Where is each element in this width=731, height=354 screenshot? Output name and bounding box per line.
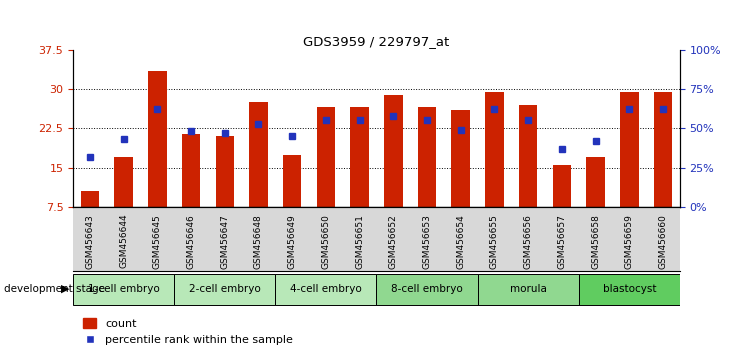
Bar — [249, 102, 268, 207]
Bar — [654, 92, 673, 207]
Text: blastocyst: blastocyst — [602, 284, 656, 294]
Text: GSM456654: GSM456654 — [456, 214, 465, 269]
Bar — [579, 274, 680, 304]
Bar — [553, 165, 571, 207]
Bar — [519, 105, 537, 207]
Bar — [620, 92, 639, 207]
Bar — [376, 274, 477, 304]
Title: GDS3959 / 229797_at: GDS3959 / 229797_at — [303, 35, 450, 48]
Text: GSM456644: GSM456644 — [119, 214, 128, 268]
Bar — [452, 110, 470, 207]
Bar — [276, 274, 376, 304]
Bar — [114, 157, 133, 207]
Text: morula: morula — [510, 284, 547, 294]
Bar — [586, 157, 605, 207]
Text: GSM456656: GSM456656 — [523, 214, 533, 269]
Text: GSM456660: GSM456660 — [659, 214, 667, 269]
Bar — [477, 274, 579, 304]
Text: GSM456645: GSM456645 — [153, 214, 162, 269]
Text: GSM456659: GSM456659 — [625, 214, 634, 269]
Text: GSM456658: GSM456658 — [591, 214, 600, 269]
Text: GSM456651: GSM456651 — [355, 214, 364, 269]
Bar — [174, 274, 276, 304]
Bar — [148, 70, 167, 207]
Text: 1-cell embryo: 1-cell embryo — [88, 284, 159, 294]
Text: GSM456657: GSM456657 — [557, 214, 567, 269]
Bar — [384, 95, 403, 207]
Text: ▶: ▶ — [61, 284, 69, 294]
Bar — [485, 92, 504, 207]
Text: 8-cell embryo: 8-cell embryo — [391, 284, 463, 294]
Text: 4-cell embryo: 4-cell embryo — [290, 284, 362, 294]
Text: GSM456649: GSM456649 — [288, 214, 297, 269]
Bar — [317, 107, 336, 207]
Bar — [417, 107, 436, 207]
Bar — [350, 107, 369, 207]
Text: 2-cell embryo: 2-cell embryo — [189, 284, 261, 294]
Bar — [73, 274, 174, 304]
Text: GSM456646: GSM456646 — [186, 214, 196, 269]
Text: GSM456648: GSM456648 — [254, 214, 263, 269]
Text: GSM456652: GSM456652 — [389, 214, 398, 269]
Legend: count, percentile rank within the sample: count, percentile rank within the sample — [79, 314, 298, 349]
Text: GSM456650: GSM456650 — [322, 214, 330, 269]
Text: GSM456653: GSM456653 — [423, 214, 431, 269]
Text: GSM456643: GSM456643 — [86, 214, 94, 269]
Bar — [182, 133, 200, 207]
Bar — [80, 191, 99, 207]
Text: GSM456655: GSM456655 — [490, 214, 499, 269]
Text: GSM456647: GSM456647 — [220, 214, 230, 269]
Text: development stage: development stage — [4, 284, 105, 294]
Bar — [216, 136, 234, 207]
Bar — [283, 155, 301, 207]
